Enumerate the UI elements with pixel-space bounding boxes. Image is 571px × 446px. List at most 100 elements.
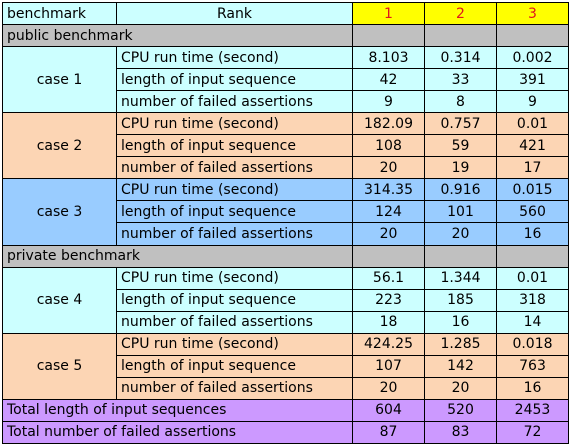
- total-value-cell: 2453: [496, 398, 569, 422]
- metric-label: length of input sequence: [116, 134, 353, 158]
- metric-label: number of failed assertions: [116, 156, 353, 180]
- rank-header: Rank: [116, 1, 353, 26]
- metric-label: length of input sequence: [116, 354, 353, 378]
- value-cell: 142: [424, 354, 497, 378]
- table-row: case 2 CPU run time (second) 182.09 0.757 0.…: [2, 112, 569, 180]
- value-cell: 1.285: [424, 332, 497, 356]
- value-cell: 20: [352, 156, 425, 180]
- value-cell: 108: [352, 134, 425, 158]
- value-cell: 16: [496, 222, 569, 246]
- section-empty-cell: [424, 24, 497, 48]
- table-row: case 3 CPU run time (second) 314.35 0.916 0.…: [2, 178, 569, 246]
- header-row: benchmark Rank 1 2 3: [2, 1, 569, 26]
- value-cell: 185: [424, 288, 497, 312]
- case-label: case 5: [2, 332, 117, 400]
- rank-1-header: 1: [352, 1, 425, 26]
- case-label: case 4: [2, 266, 117, 334]
- rank-3-header: 3: [496, 1, 569, 26]
- value-cell: 16: [496, 376, 569, 400]
- table-row: length of input sequence 42 33 391: [2, 68, 569, 92]
- value-cell: 182.09: [352, 112, 425, 136]
- section-empty-cell: [352, 24, 425, 48]
- value-cell: 8: [424, 90, 497, 114]
- total-value-cell: 87: [352, 420, 425, 445]
- value-cell: 20: [424, 222, 497, 246]
- table-row: length of input sequence 124 101 560: [2, 200, 569, 224]
- value-cell: 9: [496, 90, 569, 114]
- value-cell: 14: [496, 310, 569, 334]
- value-cell: 18: [352, 310, 425, 334]
- value-cell: 0.015: [496, 178, 569, 202]
- value-cell: 424.25: [352, 332, 425, 356]
- value-cell: 391: [496, 68, 569, 92]
- metric-label: number of failed assertions: [116, 90, 353, 114]
- table-row: number of failed assertions 20 20 16: [2, 376, 569, 400]
- table-row: length of input sequence 107 142 763: [2, 354, 569, 378]
- section-title: public benchmark: [2, 24, 353, 48]
- total-value-cell: 83: [424, 420, 497, 445]
- value-cell: 101: [424, 200, 497, 224]
- case-label: case 3: [2, 178, 117, 246]
- table-row: case 5 CPU run time (second) 424.25 1.285 0.…: [2, 332, 569, 400]
- value-cell: 20: [352, 222, 425, 246]
- table-row: number of failed assertions 18 16 14: [2, 310, 569, 334]
- benchmark-header: benchmark: [2, 1, 117, 26]
- table-row: case 1 CPU run time (second) 8.103 0.314 0.0…: [2, 46, 569, 114]
- case-label: case 2: [2, 112, 117, 180]
- section-empty-cell: [496, 24, 569, 48]
- value-cell: 19: [424, 156, 497, 180]
- value-cell: 56.1: [352, 266, 425, 290]
- value-cell: 314.35: [352, 178, 425, 202]
- value-cell: 33: [424, 68, 497, 92]
- value-cell: 17: [496, 156, 569, 180]
- table-row: number of failed assertions 20 19 17: [2, 156, 569, 180]
- section-empty-cell: [424, 244, 497, 268]
- total-value-cell: 72: [496, 420, 569, 445]
- metric-label: CPU run time (second): [116, 266, 353, 290]
- value-cell: 223: [352, 288, 425, 312]
- value-cell: 0.916: [424, 178, 497, 202]
- value-cell: 560: [496, 200, 569, 224]
- total-row: Total length of input sequences 604 520 245…: [2, 398, 569, 422]
- value-cell: 8.103: [352, 46, 425, 70]
- value-cell: 20: [424, 376, 497, 400]
- table-row: number of failed assertions 20 20 16: [2, 222, 569, 246]
- value-cell: 763: [496, 354, 569, 378]
- metric-label: number of failed assertions: [116, 222, 353, 246]
- metric-label: number of failed assertions: [116, 310, 353, 334]
- value-cell: 42: [352, 68, 425, 92]
- case-label: case 1: [2, 46, 117, 114]
- metric-label: CPU run time (second): [116, 46, 353, 70]
- value-cell: 107: [352, 354, 425, 378]
- total-value-cell: 604: [352, 398, 425, 422]
- table-row: case 4 CPU run time (second) 56.1 1.344 0.01: [2, 266, 569, 334]
- metric-label: number of failed assertions: [116, 376, 353, 400]
- value-cell: 0.314: [424, 46, 497, 70]
- total-value-cell: 520: [424, 398, 497, 422]
- section-row: public benchmark: [2, 24, 569, 48]
- value-cell: 20: [352, 376, 425, 400]
- total-row: Total number of failed assertions 87 83 72: [2, 420, 569, 445]
- section-empty-cell: [352, 244, 425, 268]
- value-cell: 421: [496, 134, 569, 158]
- value-cell: 9: [352, 90, 425, 114]
- value-cell: 0.01: [496, 112, 569, 136]
- table-row: length of input sequence 223 185 318: [2, 288, 569, 312]
- value-cell: 0.002: [496, 46, 569, 70]
- value-cell: 0.01: [496, 266, 569, 290]
- table-row: length of input sequence 108 59 421: [2, 134, 569, 158]
- metric-label: length of input sequence: [116, 68, 353, 92]
- value-cell: 318: [496, 288, 569, 312]
- metric-label: CPU run time (second): [116, 178, 353, 202]
- rank-2-header: 2: [424, 1, 497, 26]
- value-cell: 0.757: [424, 112, 497, 136]
- value-cell: 16: [424, 310, 497, 334]
- total-label: Total length of input sequences: [2, 398, 353, 422]
- value-cell: 124: [352, 200, 425, 224]
- metric-label: CPU run time (second): [116, 112, 353, 136]
- value-cell: 1.344: [424, 266, 497, 290]
- metric-label: CPU run time (second): [116, 332, 353, 356]
- section-row: private benchmark: [2, 244, 569, 268]
